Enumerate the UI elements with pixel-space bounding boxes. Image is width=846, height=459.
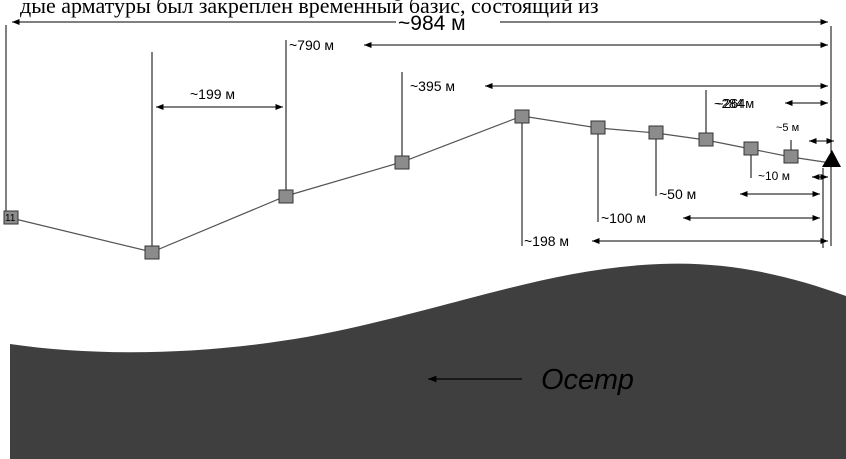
marker-point [144,245,160,260]
marker-point [698,132,714,147]
vertical-lines [5,25,832,252]
caption-text: дые арматуры был закреплен временный баз… [20,0,599,18]
river-label: Осетр [541,364,634,396]
marker-point [394,155,410,170]
label-10: ~10 м [758,169,790,183]
label-199: ~199 м [190,86,235,102]
marker-point [278,189,294,204]
label-790: ~790 м [289,37,334,53]
label-395: ~395 м [410,78,455,94]
label-284: ~284 [714,96,743,111]
triangle-icon [822,150,841,167]
river-shape [10,263,846,459]
label-point-11: 11 [5,213,16,224]
label-total: ~984 м [398,12,466,35]
marker-point [648,125,664,140]
label-5: ~5 м [776,122,799,134]
marker-point [783,149,799,164]
marker-point [743,141,759,156]
marker-point [514,109,530,124]
label-264: ~264м [716,96,754,111]
label-50: ~50 м [659,186,696,202]
point-markers [3,109,799,260]
dimension-arrows [12,18,834,245]
label-100: ~100 м [601,210,646,226]
marker-point-11 [3,210,19,225]
label-198: ~198 м [524,233,569,249]
marker-point [590,120,606,135]
